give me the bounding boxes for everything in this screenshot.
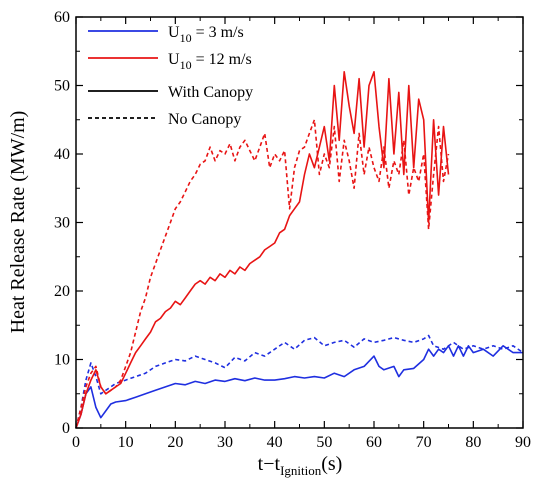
series-line-12ms-no-canopy [75, 119, 450, 429]
y-tick-label: 20 [54, 283, 70, 300]
series-line-12ms-with-canopy [75, 71, 450, 429]
x-tick-label: 70 [416, 434, 432, 451]
legend-label-suffix: = 12 m/s [192, 51, 252, 68]
legend-label-suffix: = 3 m/s [192, 24, 244, 41]
y-tick-label: 50 [54, 78, 70, 95]
x-tick-label: 40 [267, 434, 283, 451]
ticks-layer [75, 16, 524, 429]
legend-label-main: No Canopy [168, 111, 241, 128]
legend-label-main: With Canopy [168, 84, 253, 101]
y-tick-label: 10 [54, 352, 70, 369]
legend-label: U10 = 3 m/s [168, 24, 244, 45]
x-tick-label: 80 [465, 434, 481, 451]
x-axis-title-unit: (s) [321, 453, 342, 475]
legend-label: No Canopy [168, 111, 241, 128]
x-tick-label: 50 [316, 434, 332, 451]
y-axis-title: Heat Release Rate (MW/m) [7, 111, 29, 334]
x-axis-title-main: t−t [258, 453, 281, 475]
series-line-3ms-with-canopy [75, 344, 523, 429]
legend-label-subscript: 10 [180, 31, 192, 45]
x-tick-labels: 0 10 20 30 40 50 60 70 80 90 [72, 434, 531, 451]
legend-label-main: U [168, 24, 180, 41]
legend-label: With Canopy [168, 84, 253, 101]
y-tick-label: 0 [62, 420, 70, 437]
y-tick-labels: 0 10 20 30 40 50 60 [54, 9, 70, 437]
legend-label: U10 = 12 m/s [168, 51, 252, 72]
x-tick-label: 0 [72, 434, 80, 451]
x-tick-label: 20 [167, 434, 183, 451]
x-tick-label: 90 [515, 434, 531, 451]
series-layer [75, 71, 524, 429]
x-tick-label: 10 [118, 434, 134, 451]
x-axis-title-subscript: Ignition [280, 463, 322, 478]
plot-frame [75, 16, 524, 429]
x-tick-label: 60 [366, 434, 382, 451]
x-axis-title: t−tIgnition(s) [258, 453, 343, 478]
legend-label-main: U [168, 51, 180, 68]
y-tick-label: 30 [54, 215, 70, 232]
legend-label-subscript: 10 [180, 58, 192, 72]
y-tick-label: 40 [54, 146, 70, 163]
y-tick-label: 60 [54, 9, 70, 26]
x-tick-label: 30 [217, 434, 233, 451]
